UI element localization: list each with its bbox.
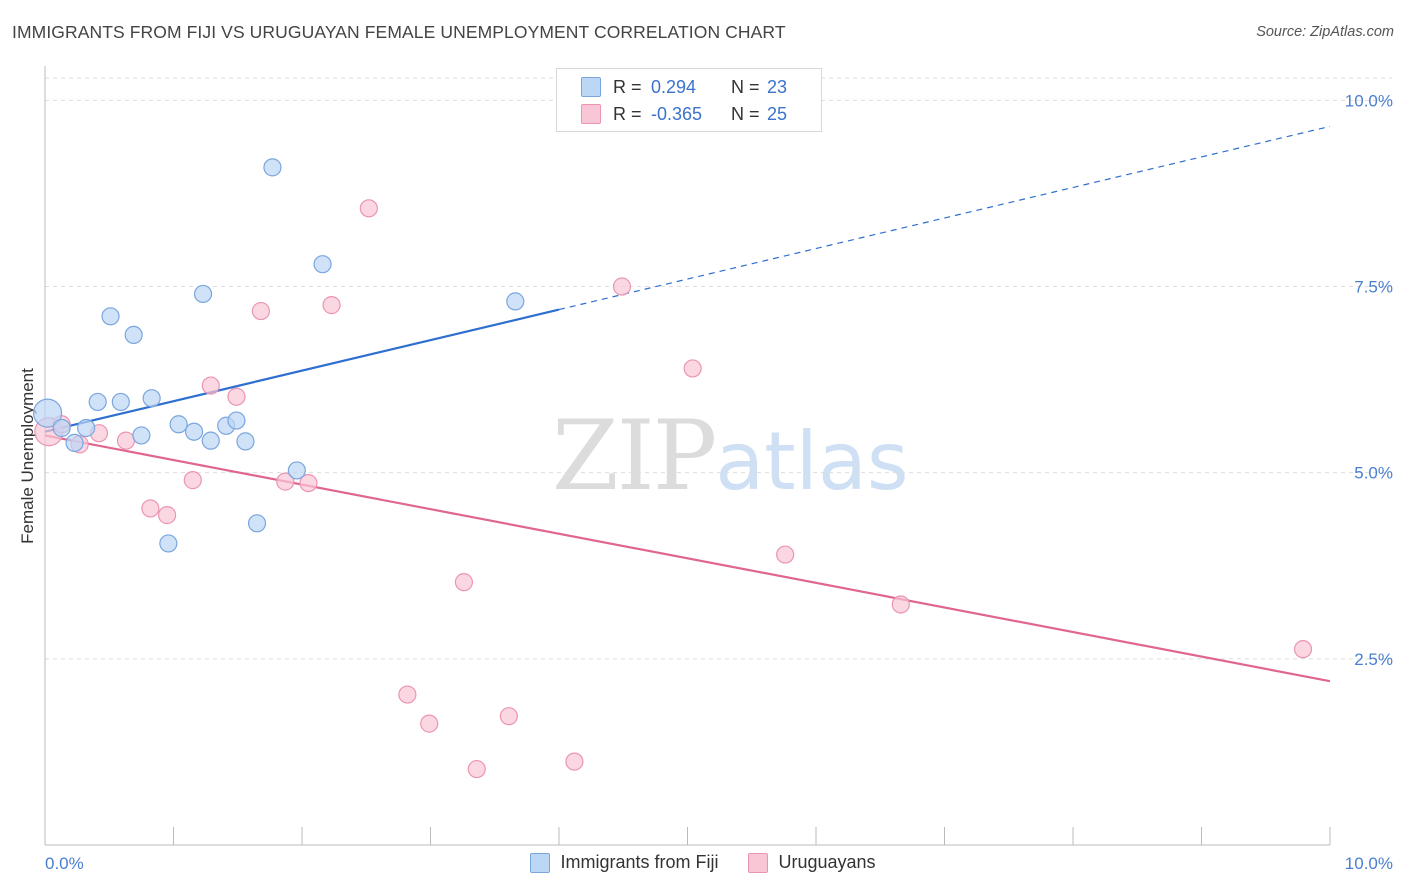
fiji-point bbox=[184, 422, 204, 441]
fiji-point bbox=[132, 426, 151, 445]
fiji-point bbox=[247, 514, 267, 533]
uruguayans-point bbox=[1293, 640, 1313, 659]
chart-title: IMMIGRANTS FROM FIJI VS URUGUAYAN FEMALE… bbox=[12, 22, 786, 42]
legend-n-value: 25 bbox=[767, 103, 788, 124]
legend-row-fiji: R = 0.294 N = 23 bbox=[581, 75, 787, 99]
fiji-point bbox=[169, 415, 188, 434]
uruguayans-point bbox=[776, 545, 795, 564]
watermark: ZIPatlas bbox=[552, 400, 909, 512]
fiji-point bbox=[193, 284, 213, 304]
y-tick-label: 2.5% bbox=[1354, 650, 1393, 669]
uruguayans-point bbox=[141, 499, 160, 518]
fiji-legend-swatch bbox=[530, 852, 551, 873]
fiji-point bbox=[287, 461, 306, 480]
correlation-legend: R = 0.294 N = 23 R = -0.365 N = 25 bbox=[556, 68, 822, 132]
fiji-trend-line bbox=[44, 308, 560, 433]
fiji-point bbox=[506, 292, 525, 311]
legend-n-value: 23 bbox=[767, 76, 788, 97]
uruguayans-point bbox=[116, 431, 136, 450]
legend-n-label: N = bbox=[731, 76, 760, 97]
uruguayans-point bbox=[359, 199, 378, 218]
fiji-point bbox=[142, 389, 161, 408]
fiji-trend-line-extrapolated bbox=[558, 125, 1331, 311]
uruguayans-point bbox=[322, 296, 341, 315]
fiji-point bbox=[77, 418, 96, 438]
uruguayans-point bbox=[891, 595, 910, 614]
tick-labels: 2.5% 5.0% 7.5% 10.0% 0.0% 10.0% bbox=[45, 91, 1393, 873]
uruguayans-point bbox=[612, 277, 632, 296]
uruguayans-point bbox=[420, 714, 439, 733]
uruguayans-swatch bbox=[581, 104, 601, 124]
source-label: Source: ZipAtlas.com bbox=[1256, 24, 1394, 40]
gridlines bbox=[45, 77, 1392, 660]
fiji-point bbox=[88, 392, 107, 412]
uruguayans-point bbox=[227, 387, 246, 406]
uruguayans-point bbox=[183, 471, 202, 490]
uruguayans-point bbox=[299, 473, 318, 493]
watermark-zip: ZIP bbox=[552, 400, 717, 512]
uruguayans-point bbox=[499, 707, 518, 726]
data-points bbox=[32, 158, 1313, 779]
series-legend: Immigrants from Fiji Uruguayans bbox=[0, 852, 1406, 873]
uruguayans-point bbox=[683, 359, 702, 378]
y-tick-label: 7.5% bbox=[1354, 278, 1393, 297]
legend-r-label: R = bbox=[613, 103, 642, 124]
fiji-point bbox=[313, 255, 332, 274]
fiji-point bbox=[52, 418, 71, 438]
uruguayans-point bbox=[467, 759, 486, 779]
legend-r-value: -0.365 bbox=[651, 103, 703, 124]
uruguayans-legend-swatch bbox=[748, 852, 769, 873]
legend-r-label: R = bbox=[613, 76, 642, 97]
fiji-point bbox=[159, 534, 178, 553]
fiji-point bbox=[65, 433, 84, 452]
y-tick-label: 10.0% bbox=[1345, 91, 1393, 110]
uruguayans-point bbox=[251, 301, 270, 321]
uruguayans-point bbox=[201, 376, 220, 395]
x-tick-label: 0.0% bbox=[45, 854, 84, 873]
uruguayans-point bbox=[398, 685, 417, 704]
legend-r-value: 0.294 bbox=[651, 76, 697, 97]
fiji-swatch bbox=[581, 77, 601, 97]
x-tick-label: 10.0% bbox=[1345, 854, 1393, 873]
y-tick-label: 5.0% bbox=[1354, 464, 1393, 483]
legend-row-uruguayans: R = -0.365 N = 25 bbox=[581, 102, 787, 126]
uruguayans-point bbox=[454, 573, 474, 592]
fiji-point bbox=[263, 158, 282, 177]
trend-lines bbox=[44, 125, 1331, 683]
uruguayans-point bbox=[157, 506, 177, 525]
axes bbox=[44, 66, 1331, 846]
watermark-atlas: atlas bbox=[715, 415, 909, 508]
uruguayans-point bbox=[565, 752, 584, 771]
uruguayans-trend-line bbox=[44, 434, 1331, 683]
fiji-point bbox=[236, 432, 255, 451]
fiji-point bbox=[201, 431, 220, 450]
legend-item-fiji[interactable]: Immigrants from Fiji bbox=[530, 852, 718, 873]
fiji-point bbox=[32, 398, 63, 428]
uruguayans-point bbox=[276, 472, 295, 491]
legend-n-label: N = bbox=[731, 103, 760, 124]
fiji-point bbox=[124, 325, 143, 345]
fiji-point bbox=[227, 411, 246, 430]
fiji-point bbox=[101, 307, 120, 326]
legend-label-uruguayans: Uruguayans bbox=[778, 852, 876, 872]
legend-label-fiji: Immigrants from Fiji bbox=[560, 852, 719, 872]
fiji-point bbox=[111, 392, 130, 412]
legend-item-uruguayans[interactable]: Uruguayans bbox=[748, 852, 876, 873]
